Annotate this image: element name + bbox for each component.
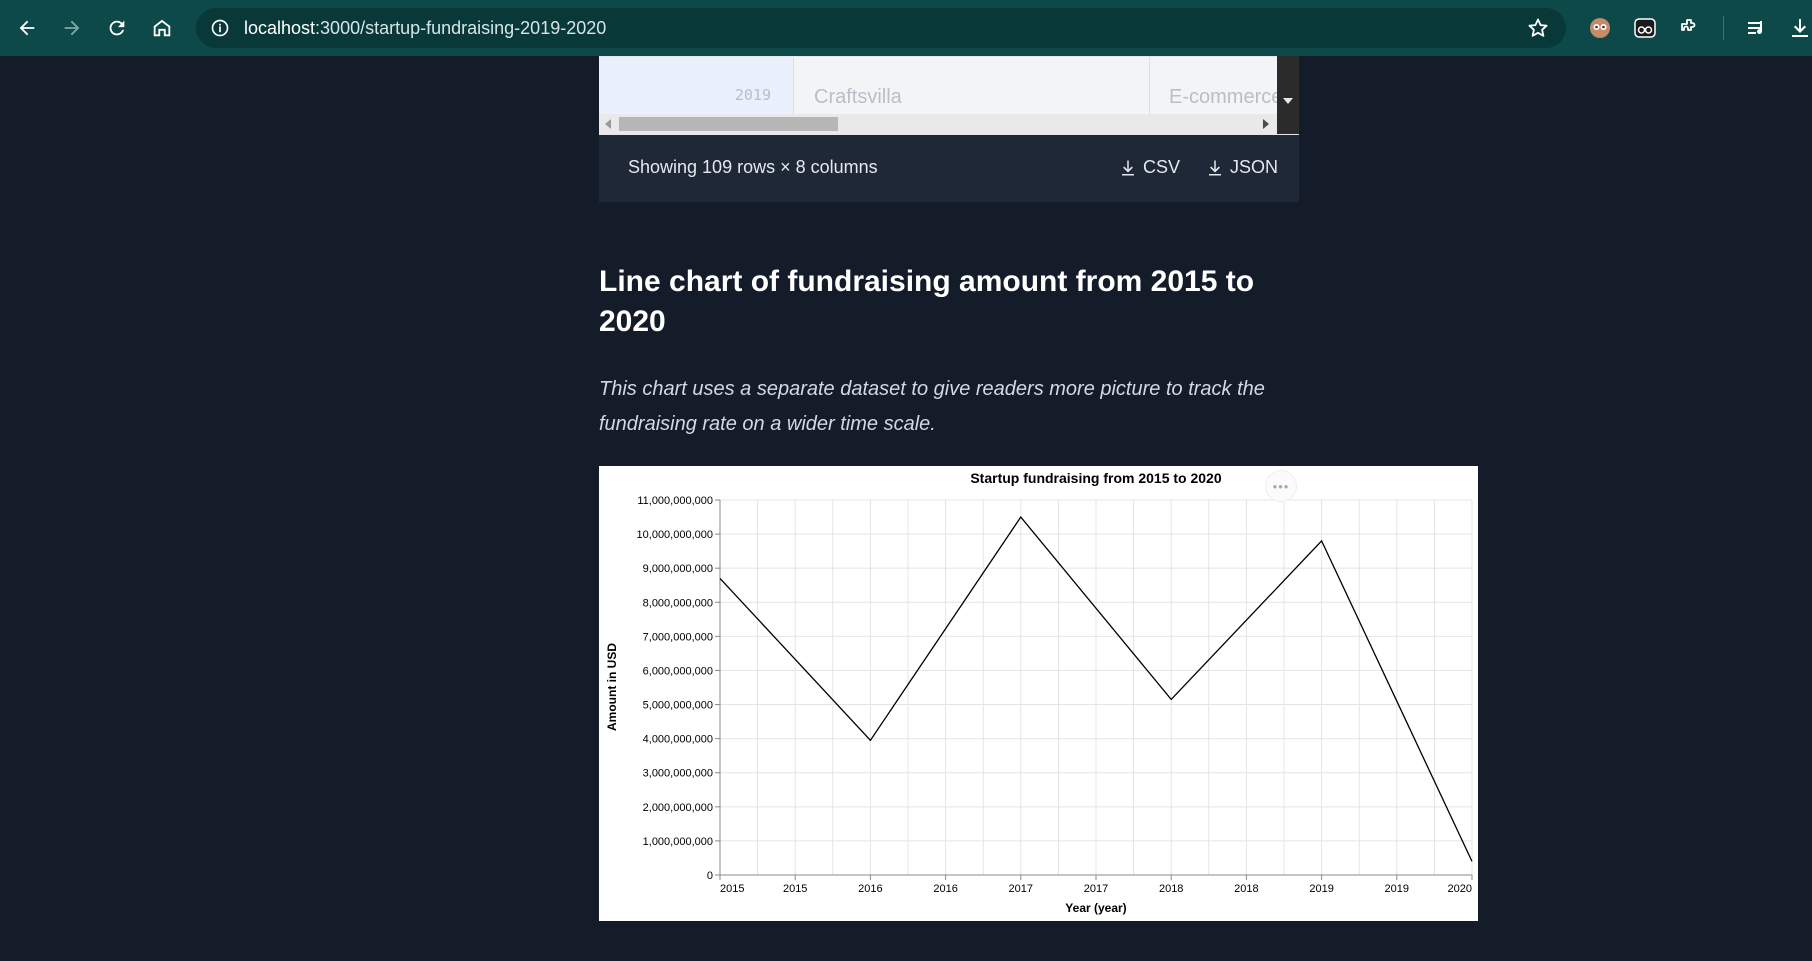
vertical-scrollbar[interactable] xyxy=(1277,56,1299,114)
table-cell-year: 2019 xyxy=(734,86,771,104)
table-cell xyxy=(794,56,1150,114)
horizontal-scrollbar[interactable] xyxy=(599,114,1277,134)
y-axis-label: Amount in USD xyxy=(605,643,619,731)
series-line xyxy=(719,515,1473,862)
site-info-icon[interactable] xyxy=(208,16,232,40)
y-tick-label: 4,000,000,000 xyxy=(643,734,713,746)
y-tick-label: 6,000,000,000 xyxy=(643,665,713,677)
download-json-button[interactable]: JSON xyxy=(1206,157,1278,178)
y-tick-label: 3,000,000,000 xyxy=(643,768,713,780)
url-text: localhost:3000/startup-fundraising-2019-… xyxy=(244,18,606,39)
download-icon[interactable] xyxy=(1786,14,1812,42)
x-tick-label: 2018 xyxy=(1159,883,1183,895)
y-tick-label: 8,000,000,000 xyxy=(643,597,713,609)
x-tick-label: 2015 xyxy=(720,883,744,895)
line-chart: 0 1,000,000,000 2,000,000,000 3,000,000,000… xyxy=(599,466,1478,921)
reload-button[interactable] xyxy=(99,10,135,46)
chart-actions-button[interactable]: ••• xyxy=(1265,470,1297,502)
scroll-left-icon[interactable] xyxy=(605,119,611,129)
forward-button[interactable] xyxy=(54,10,90,46)
row-count-label: Showing 109 rows × 8 columns xyxy=(628,157,878,177)
table-footer: Showing 109 rows × 8 columns CSV JSON xyxy=(599,134,1299,202)
more-icon: ••• xyxy=(1272,478,1290,494)
reading-list-icon[interactable] xyxy=(1743,14,1771,42)
x-tick-label: 2016 xyxy=(858,883,882,895)
y-tick-label: 10,000,000,000 xyxy=(637,529,713,541)
y-tick-label: 0 xyxy=(707,870,713,882)
table-cell xyxy=(599,56,794,114)
table-cell-industry: E-commerce xyxy=(1169,86,1283,108)
scroll-down-icon[interactable] xyxy=(1283,98,1293,104)
url-path: :3000/startup-fundraising-2019-2020 xyxy=(315,17,607,38)
x-axis-label: Year (year) xyxy=(1065,901,1126,915)
json-label: JSON xyxy=(1230,157,1279,177)
back-button[interactable] xyxy=(9,10,45,46)
reload-icon xyxy=(109,20,125,36)
download-icon xyxy=(1209,160,1221,175)
scroll-right-icon[interactable] xyxy=(1263,119,1269,129)
toolbar-separator xyxy=(1723,16,1724,40)
chart-svg: 0 1,000,000,000 2,000,000,000 3,000,000,000… xyxy=(605,470,1473,915)
arrow-right-icon xyxy=(64,20,80,36)
table-cell xyxy=(1150,56,1299,114)
x-tick-label: 2019 xyxy=(1385,883,1409,895)
bookmark-star-icon[interactable] xyxy=(1526,16,1550,40)
y-tick-label: 5,000,000,000 xyxy=(643,700,713,712)
scrollbar-corner xyxy=(1277,114,1299,134)
x-tick-label: 2020 xyxy=(1448,883,1472,895)
data-table: 2019 Craftsvilla E-commerce xyxy=(599,56,1299,134)
extension-glasses-icon[interactable] xyxy=(1631,14,1659,42)
address-bar[interactable]: localhost:3000/startup-fundraising-2019-… xyxy=(196,8,1566,48)
section-heading: Line chart of fundraising amount from 20… xyxy=(599,265,1255,338)
y-tick-label: 2,000,000,000 xyxy=(643,802,713,814)
download-csv-button[interactable]: CSV xyxy=(1119,157,1180,178)
url-host: localhost xyxy=(244,17,316,38)
extensions-puzzle-icon[interactable] xyxy=(1676,14,1704,42)
arrow-left-icon xyxy=(19,20,35,36)
x-tick-label: 2015 xyxy=(783,883,807,895)
x-tick-label: 2016 xyxy=(933,883,957,895)
extension-avatar-icon[interactable] xyxy=(1586,14,1614,42)
x-tick-label: 2017 xyxy=(1084,883,1108,895)
section-description: This chart uses a separate dataset to gi… xyxy=(599,378,1265,435)
x-tick-label: 2017 xyxy=(1009,883,1033,895)
row-divider xyxy=(599,56,1299,57)
x-tick-label: 2018 xyxy=(1234,883,1258,895)
csv-label: CSV xyxy=(1143,157,1181,177)
y-tick-label: 7,000,000,000 xyxy=(643,631,713,643)
home-button[interactable] xyxy=(144,10,180,46)
y-tick-label: 11,000,000,000 xyxy=(637,495,713,507)
y-tick-label: 1,000,000,000 xyxy=(643,836,713,848)
table-cell-startup: Craftsvilla xyxy=(814,86,902,108)
home-icon xyxy=(153,19,171,37)
y-tick-label: 9,000,000,000 xyxy=(643,563,713,575)
browser-toolbar: localhost:3000/startup-fundraising-2019-… xyxy=(0,0,1812,56)
scrollbar-thumb[interactable] xyxy=(619,117,838,131)
x-tick-label: 2019 xyxy=(1309,883,1333,895)
chart-title: Startup fundraising from 2015 to 2020 xyxy=(970,470,1221,486)
download-icon xyxy=(1122,160,1134,175)
